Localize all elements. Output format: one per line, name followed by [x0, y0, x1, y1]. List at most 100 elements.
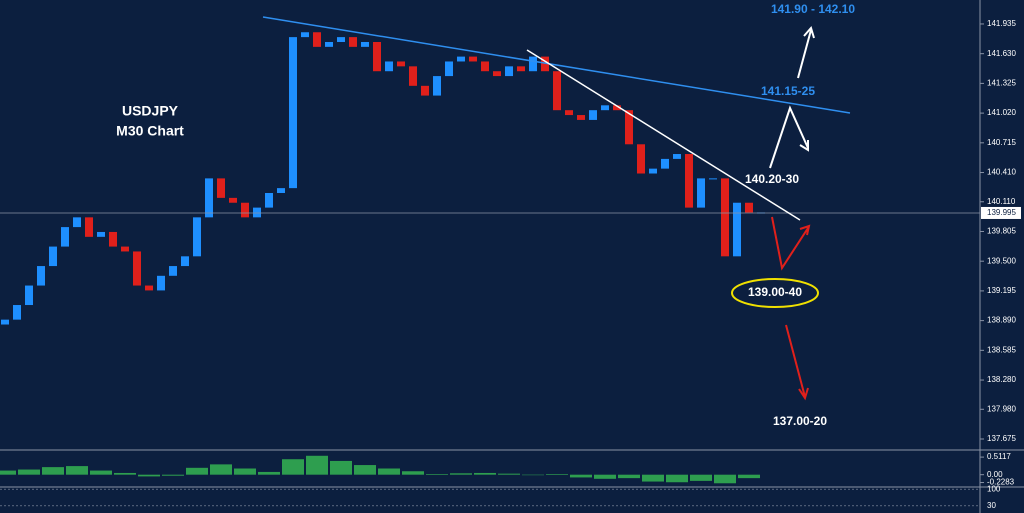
candle-body [61, 227, 69, 247]
candle-body [169, 266, 177, 276]
annotation: 140.20-30 [745, 172, 799, 186]
candle-body [553, 71, 561, 111]
candle-body [721, 178, 729, 257]
y-tick-label: 139.805 [987, 227, 1016, 236]
macd-bar [594, 474, 616, 479]
y-tick-label: 141.020 [987, 108, 1016, 117]
candle-body [229, 197, 237, 203]
candle-body [277, 188, 285, 193]
macd-bar [546, 474, 568, 475]
candle-body [673, 154, 681, 159]
y-tick-label: 141.935 [987, 19, 1016, 28]
candle-body [613, 105, 621, 111]
y-tick-label: 138.585 [987, 345, 1016, 354]
macd-bar [474, 472, 496, 475]
y-tick-label: 137.675 [987, 434, 1016, 443]
candle-body [601, 105, 609, 111]
candle-body [481, 61, 489, 72]
macd-bar [330, 460, 352, 475]
candle-body [385, 61, 393, 72]
candle-body [97, 231, 105, 237]
macd-bar [186, 467, 208, 475]
candle-body [193, 217, 201, 257]
candle-body [541, 56, 549, 72]
y-tick-label: 138.890 [987, 316, 1016, 325]
candle-body [709, 178, 717, 180]
arrow [769, 105, 809, 169]
candle-body [13, 305, 21, 320]
y-tick-label: 139.500 [987, 256, 1016, 265]
candle-body [493, 71, 501, 77]
candle-body [73, 217, 81, 228]
chart-subtitle: M30 Chart [116, 123, 184, 139]
candle-body [565, 110, 573, 116]
candle-body [649, 168, 657, 174]
macd-bar [714, 474, 736, 484]
y-tick-label: 138.280 [987, 375, 1016, 384]
candle-body [505, 66, 513, 77]
macd-bar [402, 471, 424, 475]
annotation: 141.15-25 [761, 84, 815, 98]
macd-bar [354, 465, 376, 475]
y-tick-label: 139.195 [987, 286, 1016, 295]
y-tick-label: 140.110 [987, 197, 1016, 206]
candle-body [181, 256, 189, 267]
plot: 141.935 141.630 141.325 141.020 140.715 140.4… [0, 19, 1021, 510]
y-tick-label: 100 [987, 484, 1001, 493]
macd-bar [138, 474, 160, 477]
macd-bar [234, 468, 256, 475]
candle-body [145, 285, 153, 291]
candle-body [433, 76, 441, 96]
macd-bar [0, 470, 16, 475]
candle-body [637, 144, 645, 174]
macd-bar [738, 474, 760, 479]
annotation: 141.90 - 142.10 [771, 2, 855, 16]
y-tick-label: 30 [987, 501, 996, 510]
macd-bar [258, 471, 280, 475]
macd-bar [162, 474, 184, 476]
candle-body [325, 41, 333, 47]
macd-bar [570, 474, 592, 478]
y-tick-label: 140.715 [987, 138, 1016, 147]
candle-body [313, 32, 321, 47]
annotation: 139.00-40 [748, 285, 802, 299]
y-tick-label: 140.410 [987, 168, 1016, 177]
trendline [262, 16, 851, 114]
candle-body [85, 217, 93, 237]
candle-body [109, 231, 117, 247]
macd-bar [114, 472, 136, 475]
y-tick-label: 0.5117 [987, 452, 1011, 461]
macd-bar [306, 455, 328, 475]
candle-body [697, 178, 705, 208]
candle-body [661, 158, 669, 169]
candle-body [421, 85, 429, 96]
candle-body [361, 41, 369, 47]
candle-body [289, 37, 297, 189]
macd-bar [378, 468, 400, 475]
candle-body [409, 66, 417, 86]
macd-bar [210, 464, 232, 475]
arrows [771, 216, 811, 401]
macd-bar [498, 473, 520, 475]
candle-body [397, 61, 405, 67]
candle-body [373, 41, 381, 72]
chart-title: USDJPY [122, 103, 179, 119]
candle-body [157, 275, 165, 291]
macd-bar [642, 474, 664, 482]
y-tick-label: -0.2283 [987, 478, 1015, 487]
y-tick-label: 141.630 [987, 49, 1016, 58]
candle-body [529, 56, 537, 72]
macd-bar [66, 466, 88, 475]
candle-body [301, 32, 309, 38]
trendline [526, 49, 801, 221]
macd-bar [666, 474, 688, 483]
candle-body [577, 115, 585, 120]
candle-body [265, 192, 273, 208]
arrow [785, 324, 809, 401]
macd-bar [618, 474, 640, 479]
candle-body [733, 202, 741, 257]
price-box [981, 206, 1021, 219]
candle-body [133, 251, 141, 286]
